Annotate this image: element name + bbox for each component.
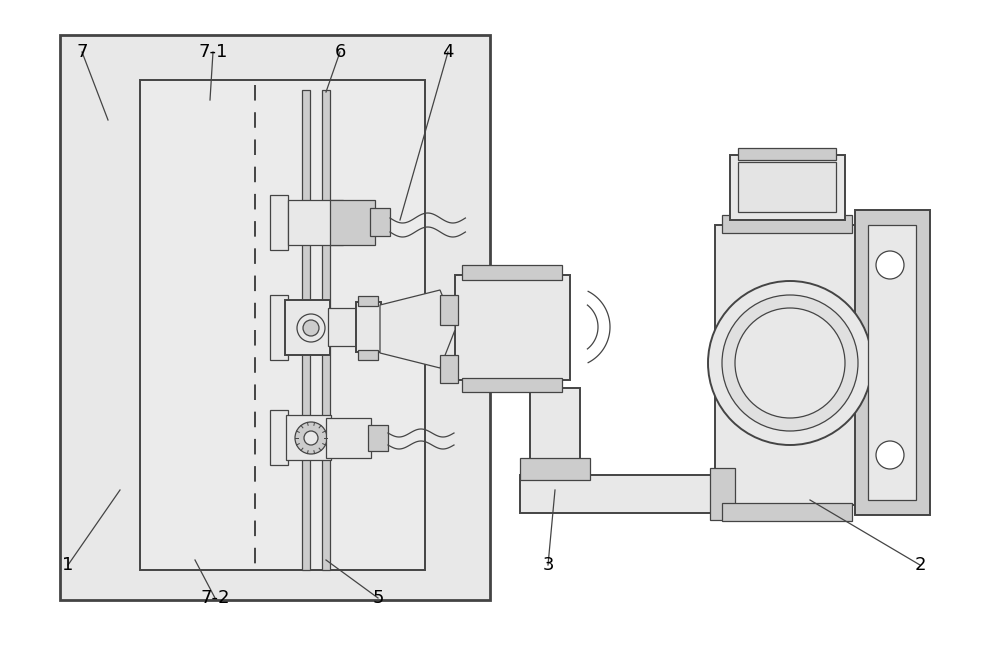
Circle shape bbox=[304, 431, 318, 445]
Bar bbox=[530, 388, 580, 463]
Bar bbox=[855, 210, 930, 515]
Circle shape bbox=[722, 295, 858, 431]
Bar bbox=[868, 225, 916, 500]
Bar bbox=[368, 425, 388, 451]
Circle shape bbox=[876, 441, 904, 469]
Bar bbox=[462, 378, 562, 392]
Bar bbox=[722, 503, 852, 521]
Bar bbox=[270, 295, 288, 360]
Bar bbox=[322, 90, 330, 570]
Bar bbox=[722, 215, 852, 233]
Text: 4: 4 bbox=[442, 43, 454, 61]
Bar bbox=[285, 300, 330, 355]
Text: 6: 6 bbox=[334, 43, 346, 61]
Bar bbox=[738, 148, 836, 160]
Text: 5: 5 bbox=[372, 589, 384, 607]
Bar bbox=[270, 410, 288, 465]
Circle shape bbox=[295, 422, 327, 454]
Bar bbox=[738, 162, 836, 212]
Bar bbox=[60, 35, 490, 600]
Bar bbox=[326, 418, 371, 458]
Text: 7: 7 bbox=[76, 43, 88, 61]
Text: 1: 1 bbox=[62, 556, 74, 574]
Bar bbox=[302, 90, 310, 570]
Circle shape bbox=[297, 314, 325, 342]
Bar bbox=[140, 80, 425, 570]
Bar bbox=[286, 415, 331, 460]
Bar bbox=[330, 200, 375, 245]
Bar bbox=[356, 302, 381, 352]
Bar bbox=[358, 296, 378, 306]
Bar bbox=[370, 208, 390, 236]
Circle shape bbox=[876, 251, 904, 279]
Bar bbox=[455, 275, 570, 380]
Circle shape bbox=[303, 320, 319, 336]
Bar bbox=[710, 468, 735, 520]
Text: 3: 3 bbox=[542, 556, 554, 574]
Bar bbox=[440, 295, 458, 325]
Bar bbox=[288, 200, 343, 245]
Text: 7-2: 7-2 bbox=[200, 589, 230, 607]
Bar bbox=[520, 458, 590, 480]
Circle shape bbox=[708, 281, 872, 445]
Polygon shape bbox=[380, 290, 455, 368]
Bar bbox=[440, 355, 458, 383]
Bar bbox=[462, 265, 562, 280]
Bar bbox=[328, 308, 358, 346]
Text: 2: 2 bbox=[914, 556, 926, 574]
Bar bbox=[358, 350, 378, 360]
Bar bbox=[520, 475, 715, 513]
Bar bbox=[730, 155, 845, 220]
Bar bbox=[270, 195, 288, 250]
Circle shape bbox=[735, 308, 845, 418]
Text: 7-1: 7-1 bbox=[198, 43, 228, 61]
Bar bbox=[715, 225, 860, 505]
